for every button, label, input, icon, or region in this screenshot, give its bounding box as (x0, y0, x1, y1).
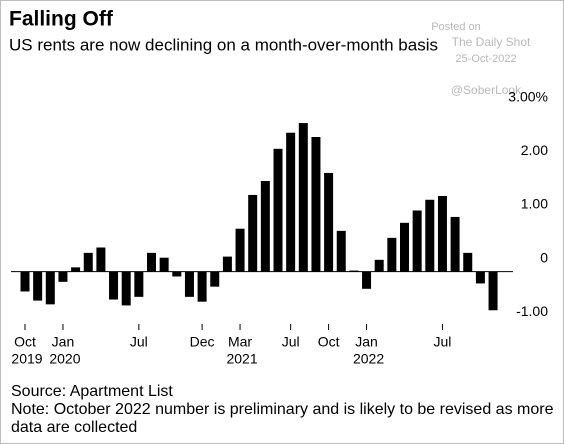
bar (134, 271, 144, 297)
x-tick-label: Oct (318, 334, 340, 350)
y-tick-label: 1.00 (521, 196, 548, 212)
watermark: Posted on (431, 21, 481, 33)
bar (20, 271, 30, 292)
chart: Falling Off US rents are now declining o… (9, 8, 548, 367)
bar (96, 247, 106, 272)
bar (374, 259, 384, 272)
bar (83, 252, 93, 272)
bar (210, 271, 220, 287)
bar (475, 271, 485, 284)
bar (248, 194, 258, 272)
bar (184, 271, 194, 297)
bar (159, 257, 169, 272)
bar (463, 252, 473, 272)
bar (450, 216, 460, 272)
bar (33, 271, 43, 301)
bar (172, 271, 182, 277)
bar (286, 132, 296, 272)
y-tick-label: -1.00 (516, 303, 548, 319)
x-tick-label: Jul (433, 334, 451, 350)
x-tick-label: Oct (14, 334, 36, 350)
bar (336, 230, 346, 272)
chart-title: Falling Off (9, 8, 114, 31)
x-year-label: 2020 (49, 351, 80, 367)
y-tick-label: 2.00 (521, 142, 548, 158)
bar (260, 180, 270, 272)
bar (71, 267, 81, 272)
footnote: Note: October 2022 number is preliminary… (11, 401, 554, 418)
watermark: 25-Oct-2022 (455, 53, 516, 65)
bar (222, 256, 232, 272)
y-tick-label: 3.00% (508, 88, 548, 104)
x-tick-label: Jan (52, 334, 75, 350)
x-year-label: 2019 (11, 351, 42, 367)
bar (311, 137, 321, 272)
bar (273, 148, 283, 272)
bar (235, 228, 245, 272)
x-year-label: 2022 (353, 351, 384, 367)
x-tick-label: Jan (355, 334, 378, 350)
bar (412, 210, 422, 272)
bar (437, 196, 447, 272)
x-tick-label: Mar (228, 334, 252, 350)
bar (400, 222, 409, 272)
bar (121, 271, 131, 306)
bar (197, 271, 207, 302)
x-tick-label: Jul (130, 334, 148, 350)
bar (109, 271, 119, 300)
bar (387, 237, 397, 272)
bar (45, 271, 55, 305)
bar (298, 123, 308, 272)
x-tick-label: Jul (282, 334, 300, 350)
watermark: @SoberLook (451, 83, 522, 97)
bar (488, 271, 498, 311)
chart-subtitle: US rents are now declining on a month-ov… (9, 35, 438, 54)
y-tick-label: 0 (540, 249, 548, 265)
footnote: data are collected (11, 419, 138, 436)
bar (58, 271, 68, 282)
source-note: Source: Apartment List (11, 383, 173, 400)
bar (425, 199, 435, 272)
bar (324, 172, 334, 272)
x-year-label: 2021 (226, 351, 257, 367)
bar (362, 271, 372, 289)
bar (349, 270, 359, 272)
x-tick-label: Dec (190, 334, 215, 350)
watermark: The Daily Shot (452, 35, 531, 49)
bar (147, 252, 156, 272)
